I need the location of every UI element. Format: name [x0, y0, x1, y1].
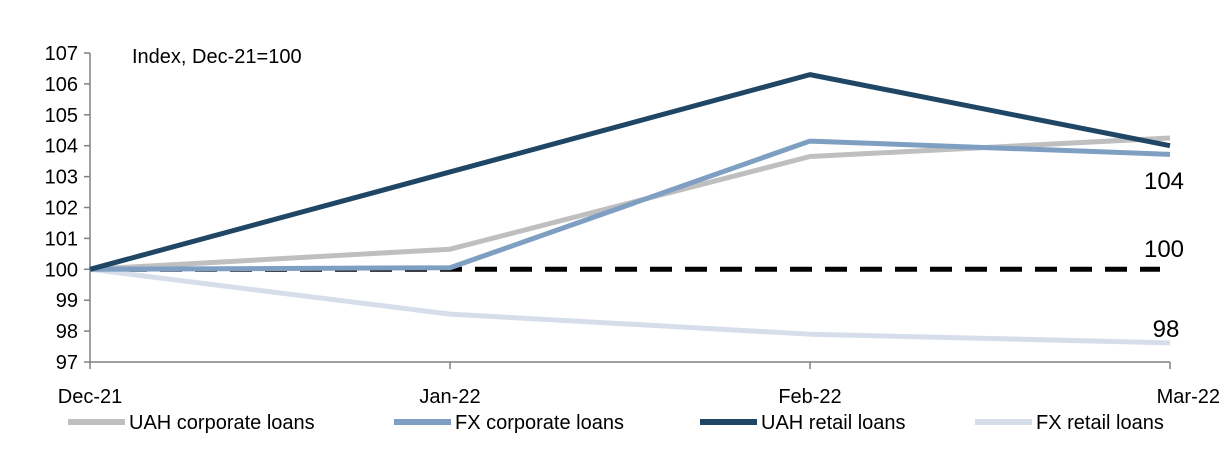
y-tick-label: 107 [45, 43, 78, 65]
y-tick-label: 98 [56, 321, 78, 343]
y-tick-label: 106 [45, 74, 78, 96]
legend-label: UAH retail loans [761, 412, 906, 434]
legend: UAH corporate loans FX corporate loans UAH… [68, 412, 1164, 434]
y-tick-label: 97 [56, 352, 78, 374]
series-line-uah-retail-loans [89, 72, 1171, 272]
y-tick-label: 100 [45, 259, 78, 281]
x-tick-labels: Dec-21 Jan-22 Feb-22 Mar-22 [58, 386, 1220, 408]
chart-annotation: Index, Dec-21=100 [132, 46, 302, 68]
legend-label: UAH corporate loans [129, 412, 315, 434]
y-tick-label: 104 [45, 136, 78, 158]
data-label: 98 [1153, 316, 1180, 343]
x-tick-label: Mar-22 [1157, 386, 1220, 408]
series-group [89, 72, 1171, 346]
legend-label: FX corporate loans [455, 412, 624, 434]
legend-label: FX retail loans [1036, 412, 1164, 434]
y-tick-labels: 97 98 99 100 101 102 103 104 105 106 107 [45, 43, 78, 374]
x-tick-label: Dec-21 [58, 386, 122, 408]
y-tick-label: 105 [45, 105, 78, 127]
series-line-fx-retail-loans [89, 266, 1171, 346]
y-tick-label: 103 [45, 167, 78, 189]
axes [84, 52, 1171, 369]
data-label: 100 [1144, 236, 1184, 263]
series-line-fx-corporate-loans [89, 138, 1171, 272]
x-tick-label: Jan-22 [419, 386, 480, 408]
y-tick-label: 99 [56, 290, 78, 312]
data-labels: 104 100 98 [1144, 168, 1184, 343]
x-tick-label: Feb-22 [778, 386, 841, 408]
data-label: 104 [1144, 168, 1184, 195]
y-tick-label: 102 [45, 198, 78, 220]
y-tick-label: 101 [45, 228, 78, 250]
